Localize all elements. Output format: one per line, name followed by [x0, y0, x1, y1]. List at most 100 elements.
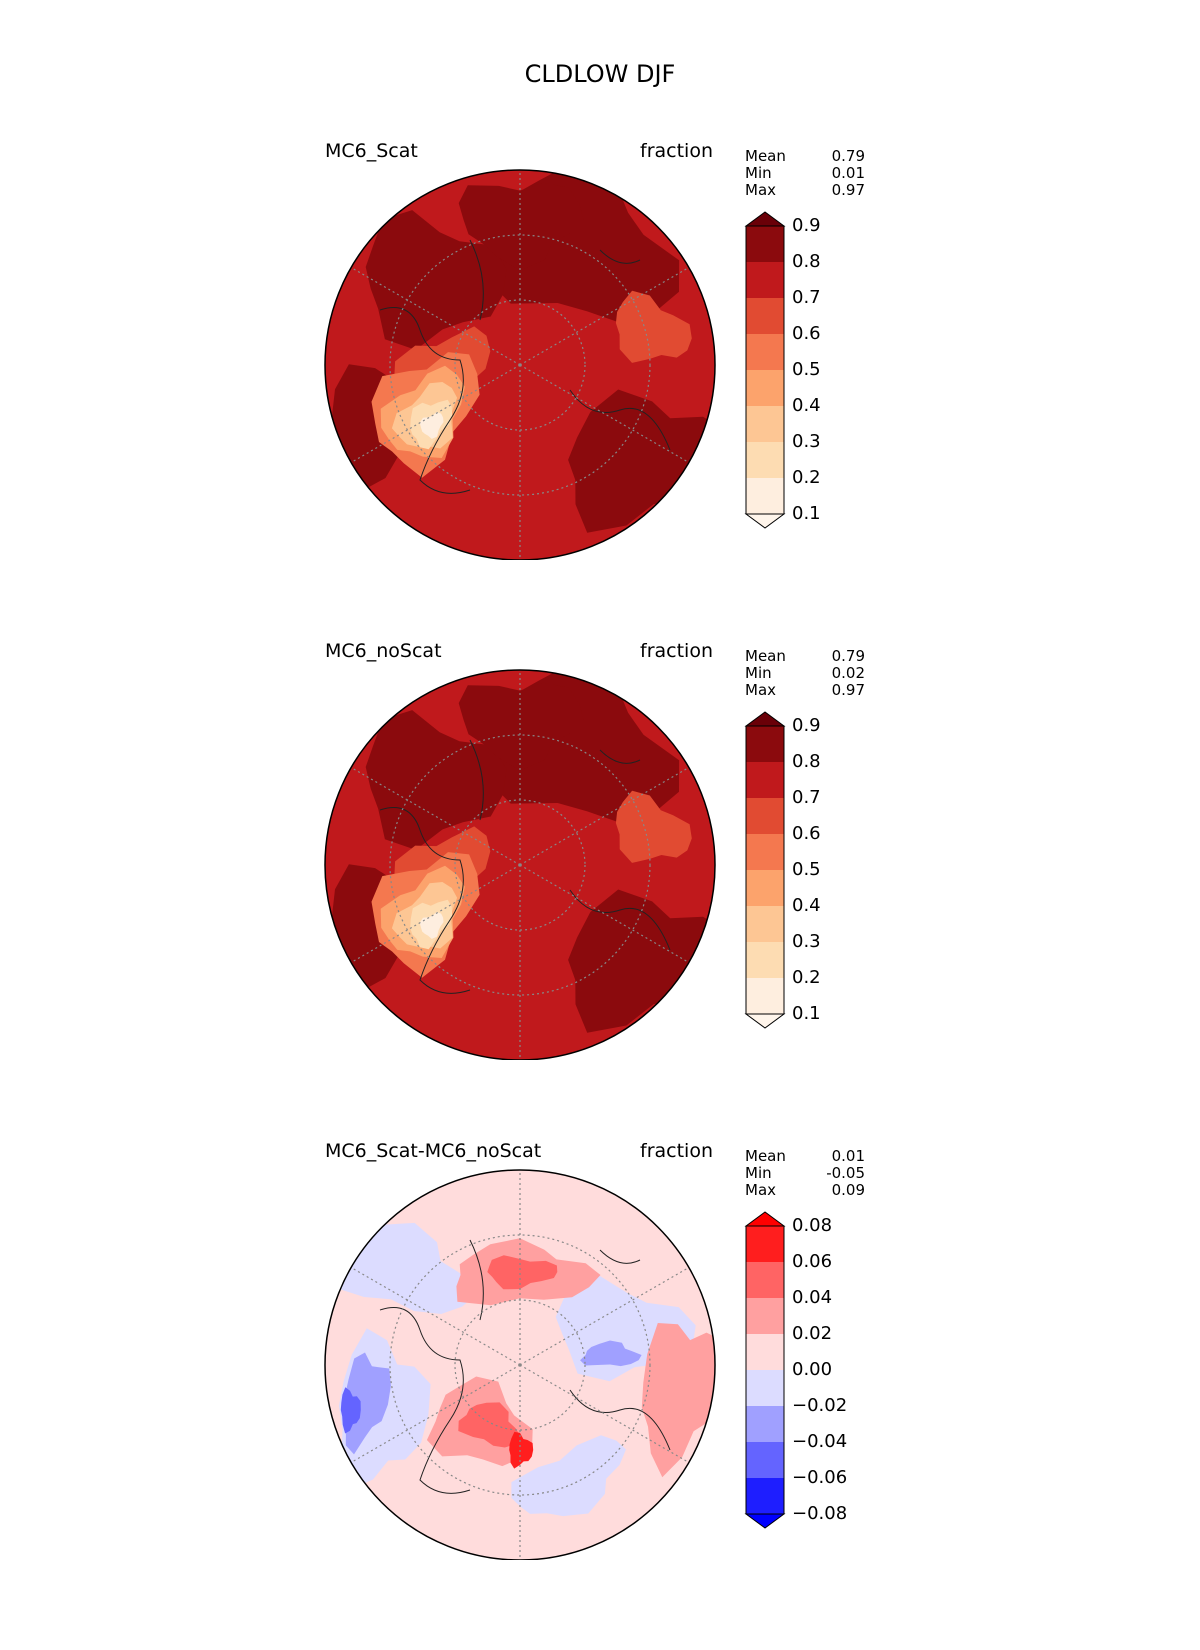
colorbar-tick-label: 0.3: [792, 431, 821, 452]
panel-noscat: MC6_noScat fraction Mean 0.79 Min 0.02 Max…: [0, 640, 1200, 1110]
map-boundary: [324, 169, 716, 560]
colorbar-extend-bottom: [744, 1513, 786, 1529]
field-contour: [365, 210, 507, 350]
colorbar-segment: [746, 226, 784, 262]
field-contour: [509, 1431, 534, 1469]
colorbar-segment: [746, 1370, 784, 1406]
colorbar-tick-label: 0.8: [792, 251, 821, 272]
colorbar-segment: [746, 298, 784, 334]
panel-title: MC6_Scat: [325, 140, 418, 162]
colorbar-tick-label: 0.02: [792, 1323, 833, 1344]
colorbar-segment: [746, 834, 784, 870]
max-label: Max: [745, 1181, 777, 1199]
colorbar-segment: [746, 906, 784, 942]
colorbar-segment: [746, 334, 784, 370]
min-label: Min: [745, 164, 772, 182]
colorbar-tick-label: 0.8: [792, 751, 821, 772]
polar-map: [324, 669, 716, 1060]
colorbar-tick-label: −0.06: [792, 1467, 848, 1488]
mean-label: Mean: [745, 647, 786, 665]
min-label: Min: [745, 1164, 772, 1182]
colorbar-tick-label: 0.08: [792, 1215, 833, 1236]
colorbar-tick-label: 0.9: [792, 215, 821, 236]
colorbar-tick-label: 0.6: [792, 323, 821, 344]
max-value: 0.97: [831, 181, 865, 199]
colorbar-segment: [746, 1442, 784, 1478]
latitude-circle: [389, 1234, 651, 1496]
polar-map: [324, 169, 716, 560]
colorbar-segment: [746, 1478, 784, 1514]
colorbar-extend-bottom: [744, 513, 786, 529]
colorbar-tick-label: 0.2: [792, 967, 821, 988]
map-field: [325, 670, 715, 1060]
max-label: Max: [745, 181, 777, 199]
colorbar-segment: [746, 978, 784, 1014]
colorbar-tick-label: 0.00: [792, 1359, 833, 1380]
colorbar-segment: [746, 1406, 784, 1442]
field-contour: [419, 912, 444, 939]
colorbar-segment: [746, 762, 784, 798]
colorbar-segment: [746, 870, 784, 906]
colorbar-segment: [746, 1298, 784, 1334]
colorbar-tick-label: 0.5: [792, 359, 821, 380]
panel-title: MC6_noScat: [325, 640, 442, 662]
map-field: [325, 1170, 715, 1560]
panel-diff: MC6_Scat-MC6_noScat fraction Mean 0.01 Mi…: [0, 1140, 1200, 1610]
colorbar-tick-label: 0.06: [792, 1251, 833, 1272]
colorbar-extend-top: [744, 1211, 786, 1227]
field-contour: [365, 710, 507, 850]
map-boundary: [324, 1169, 716, 1560]
colorbar-tick-label: 0.6: [792, 823, 821, 844]
field-contour: [580, 1340, 642, 1367]
mean-value: 0.79: [831, 647, 865, 665]
colorbar-tick-label: −0.02: [792, 1395, 848, 1416]
colorbar-tick-label: 0.7: [792, 287, 821, 308]
colorbar-segment: [746, 1262, 784, 1298]
field-contour: [458, 682, 584, 771]
colorbar-segment: [746, 726, 784, 762]
mean-value: 0.79: [831, 147, 865, 165]
field-contour: [568, 389, 715, 533]
colorbar-frame: [745, 225, 785, 515]
mean-label: Mean: [745, 1147, 786, 1165]
colorbar-tick-label: 0.1: [792, 503, 821, 524]
colorbar: [744, 1211, 786, 1529]
figure-title: CLDLOW DJF: [524, 60, 676, 88]
colorbar-segment: [746, 1334, 784, 1370]
field-contour: [419, 412, 444, 439]
field-contour: [615, 290, 692, 363]
min-value: -0.05: [826, 1164, 865, 1182]
panel-scat: MC6_Scat fraction Mean 0.79 Min 0.01 Max 0.…: [0, 140, 1200, 610]
field-contour: [487, 1255, 558, 1290]
colorbar-segment: [746, 442, 784, 478]
stats-box: Mean 0.01 Min -0.05 Max 0.09: [745, 1148, 865, 1199]
colorbar-extend-bottom: [744, 1013, 786, 1029]
colorbar-tick-label: 0.4: [792, 395, 821, 416]
stats-box: Mean 0.79 Min 0.01 Max 0.97: [745, 148, 865, 199]
colorbar-segment: [746, 262, 784, 298]
colorbar: [744, 711, 786, 1029]
max-value: 0.09: [831, 1181, 865, 1199]
panel-units: fraction: [640, 640, 713, 662]
latitude-circle: [389, 234, 651, 496]
coastline: [379, 1239, 671, 1494]
colorbar-segment: [746, 798, 784, 834]
min-value: 0.02: [831, 664, 865, 682]
field-contour: [511, 1435, 626, 1517]
min-label: Min: [745, 664, 772, 682]
min-value: 0.01: [831, 164, 865, 182]
colorbar-segment: [746, 1226, 784, 1262]
colorbar-tick-label: 0.3: [792, 931, 821, 952]
map-boundary: [324, 669, 716, 1060]
colorbar-tick-label: 0.2: [792, 467, 821, 488]
colorbar-tick-label: −0.04: [792, 1431, 848, 1452]
map-field: [325, 170, 715, 560]
colorbar-tick-label: 0.04: [792, 1287, 833, 1308]
colorbar-tick-label: 0.9: [792, 715, 821, 736]
colorbar-segment: [746, 942, 784, 978]
mean-value: 0.01: [831, 1147, 865, 1165]
field-contour: [568, 889, 715, 1033]
field-contour: [458, 182, 584, 271]
colorbar-tick-label: 0.5: [792, 859, 821, 880]
max-value: 0.97: [831, 681, 865, 699]
